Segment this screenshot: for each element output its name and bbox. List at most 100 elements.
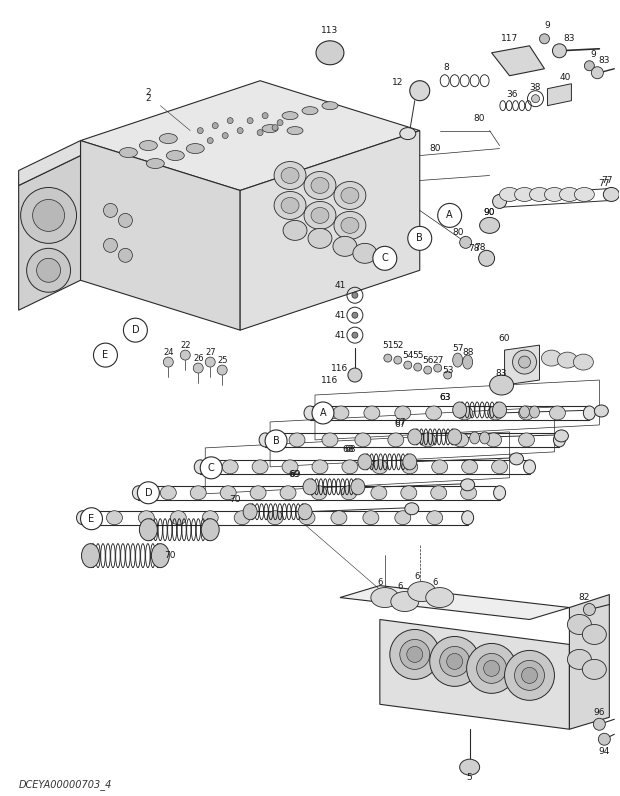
Polygon shape: [81, 141, 240, 330]
Text: 70: 70: [164, 551, 176, 560]
Text: 78: 78: [474, 243, 485, 252]
Ellipse shape: [432, 460, 448, 474]
Ellipse shape: [282, 460, 298, 474]
Ellipse shape: [120, 147, 138, 158]
Circle shape: [593, 718, 605, 730]
Circle shape: [394, 356, 402, 364]
Text: 90: 90: [484, 208, 495, 217]
Ellipse shape: [280, 486, 296, 500]
Ellipse shape: [298, 504, 312, 520]
Text: 77: 77: [598, 179, 610, 188]
Text: 67: 67: [394, 419, 405, 427]
Circle shape: [265, 430, 287, 452]
Text: 68: 68: [342, 446, 353, 455]
Text: 77: 77: [601, 176, 613, 185]
Text: 51: 51: [382, 341, 394, 349]
Ellipse shape: [400, 127, 416, 139]
Ellipse shape: [487, 406, 503, 420]
Ellipse shape: [430, 637, 480, 686]
Ellipse shape: [567, 615, 591, 634]
Ellipse shape: [308, 228, 332, 248]
Text: 78: 78: [468, 244, 479, 253]
Text: 57: 57: [452, 344, 463, 353]
Ellipse shape: [529, 188, 549, 201]
Ellipse shape: [459, 759, 480, 775]
Ellipse shape: [574, 354, 593, 370]
Circle shape: [373, 246, 397, 271]
Ellipse shape: [372, 460, 388, 474]
Text: 41: 41: [334, 330, 345, 340]
Ellipse shape: [333, 236, 357, 256]
Ellipse shape: [469, 432, 480, 444]
Text: C: C: [208, 462, 215, 473]
Ellipse shape: [520, 406, 529, 418]
Ellipse shape: [484, 661, 500, 677]
Ellipse shape: [480, 432, 490, 444]
Polygon shape: [380, 619, 569, 729]
Ellipse shape: [403, 454, 417, 470]
Text: 83: 83: [564, 34, 575, 43]
Ellipse shape: [518, 406, 534, 420]
Circle shape: [94, 343, 117, 367]
Text: 68: 68: [344, 446, 356, 455]
Ellipse shape: [461, 479, 475, 491]
Ellipse shape: [490, 375, 513, 395]
Polygon shape: [492, 46, 544, 76]
Text: B: B: [273, 436, 280, 446]
Ellipse shape: [76, 511, 89, 525]
Ellipse shape: [371, 486, 387, 500]
Ellipse shape: [252, 460, 268, 474]
Text: 9: 9: [544, 21, 551, 30]
Ellipse shape: [281, 167, 299, 184]
Circle shape: [104, 204, 117, 217]
Text: 88: 88: [462, 348, 474, 357]
Ellipse shape: [151, 544, 169, 568]
Ellipse shape: [304, 171, 336, 200]
Polygon shape: [81, 80, 420, 190]
Ellipse shape: [243, 504, 257, 520]
Ellipse shape: [574, 188, 595, 201]
Text: 6: 6: [397, 582, 402, 591]
Ellipse shape: [202, 519, 219, 540]
Text: 83: 83: [598, 57, 610, 65]
Ellipse shape: [513, 350, 536, 374]
Circle shape: [444, 371, 452, 379]
Text: 6: 6: [414, 572, 420, 581]
Ellipse shape: [559, 188, 580, 201]
Ellipse shape: [485, 433, 502, 447]
Text: 70: 70: [229, 495, 241, 505]
Ellipse shape: [492, 460, 508, 474]
Ellipse shape: [426, 587, 454, 607]
Ellipse shape: [493, 402, 507, 418]
Text: D: D: [144, 488, 152, 498]
Ellipse shape: [281, 197, 299, 213]
Ellipse shape: [518, 433, 534, 447]
Ellipse shape: [234, 511, 250, 525]
Polygon shape: [19, 155, 81, 310]
Ellipse shape: [311, 208, 329, 224]
Ellipse shape: [186, 143, 204, 154]
Ellipse shape: [427, 511, 443, 525]
Text: 80: 80: [452, 228, 463, 237]
Circle shape: [262, 113, 268, 119]
Text: 69: 69: [288, 470, 300, 479]
Ellipse shape: [342, 460, 358, 474]
Ellipse shape: [304, 406, 316, 420]
Circle shape: [414, 363, 422, 371]
Ellipse shape: [353, 244, 377, 263]
Ellipse shape: [431, 486, 446, 500]
Ellipse shape: [140, 141, 157, 150]
Ellipse shape: [448, 429, 462, 445]
Circle shape: [539, 33, 549, 44]
Text: 40: 40: [560, 73, 571, 82]
Ellipse shape: [311, 486, 327, 500]
Ellipse shape: [500, 188, 520, 201]
Text: 2: 2: [146, 94, 151, 103]
Ellipse shape: [408, 582, 436, 602]
Ellipse shape: [287, 127, 303, 135]
Ellipse shape: [461, 486, 477, 500]
Text: 26: 26: [193, 353, 203, 363]
Ellipse shape: [523, 460, 536, 474]
Text: 67: 67: [394, 420, 405, 429]
Text: 80: 80: [429, 144, 440, 153]
